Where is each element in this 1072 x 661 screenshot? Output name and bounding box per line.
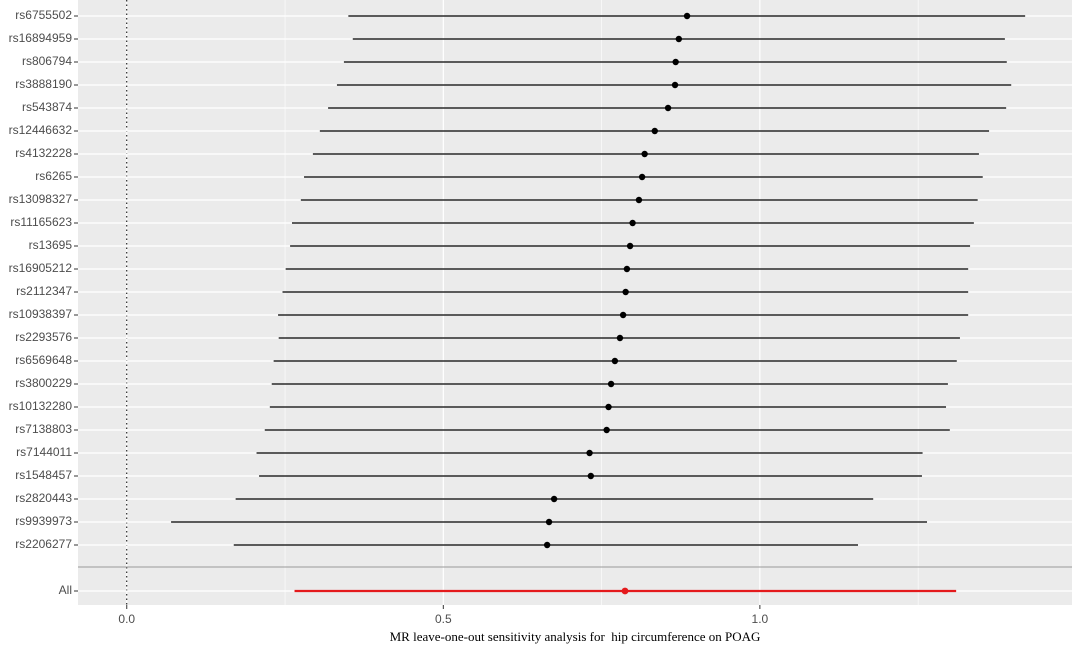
y-tick-label: rs11165623 <box>10 215 72 229</box>
estimate-point <box>626 242 634 250</box>
y-tick-label: rs7138803 <box>15 422 72 436</box>
estimate-point <box>605 403 612 411</box>
y-tick-label: rs12446632 <box>9 123 73 137</box>
y-tick-label: rs13695 <box>29 238 73 252</box>
plot-panel <box>78 0 1072 605</box>
y-tick-label: rs3888190 <box>15 77 72 91</box>
y-tick-label: rs7144011 <box>16 445 72 459</box>
x-axis-title: MR leave-one-out sensitivity analysis fo… <box>390 629 761 644</box>
y-tick-label: rs1548457 <box>15 468 72 482</box>
y-tick-label: rs2112347 <box>16 284 72 298</box>
y-tick-label: rs4132228 <box>15 146 72 160</box>
estimate-point <box>550 495 558 503</box>
estimate-point <box>543 541 551 549</box>
y-tick-label: rs9939973 <box>15 514 72 528</box>
y-tick-label: rs16905212 <box>9 261 73 275</box>
x-tick-label: 0.5 <box>435 612 452 626</box>
y-tick-label: rs10132280 <box>9 399 73 413</box>
estimate-point <box>611 357 619 365</box>
y-tick-label: rs806794 <box>22 54 72 68</box>
y-tick-label: rs3800229 <box>15 376 72 390</box>
estimate-point <box>622 288 629 296</box>
x-tick-label: 1.0 <box>752 612 769 626</box>
estimate-point <box>675 35 683 43</box>
y-tick-label: rs13098327 <box>9 192 73 206</box>
estimate-point <box>635 196 643 204</box>
estimate-point <box>651 127 658 135</box>
y-tick-label: All <box>59 583 72 597</box>
estimate-point <box>629 219 636 227</box>
estimate-point <box>641 150 648 158</box>
estimate-point <box>607 380 615 388</box>
x-tick-label: 0.0 <box>118 612 135 626</box>
estimate-point <box>616 334 624 342</box>
y-tick-label: rs2820443 <box>15 491 72 505</box>
estimate-point <box>586 449 593 457</box>
estimate-point <box>664 104 672 112</box>
estimate-point <box>623 265 631 273</box>
y-tick-label: rs6265 <box>35 169 72 183</box>
y-tick-label: rs2293576 <box>15 330 72 344</box>
estimate-point <box>672 58 679 66</box>
estimate-point <box>587 472 595 480</box>
estimate-point <box>683 12 691 20</box>
estimate-point <box>638 173 646 181</box>
y-tick-label: rs16894959 <box>9 31 73 45</box>
y-tick-label: rs10938397 <box>9 307 73 321</box>
estimate-point <box>671 81 679 89</box>
y-tick-label: rs543874 <box>22 100 72 114</box>
y-tick-label: rs2206277 <box>15 537 72 551</box>
estimate-point <box>545 518 553 526</box>
estimate-point <box>603 426 610 434</box>
summary-point <box>621 587 629 595</box>
y-tick-label: rs6755502 <box>15 8 72 22</box>
y-tick-label: rs6569648 <box>15 353 72 367</box>
estimate-point <box>619 311 627 319</box>
